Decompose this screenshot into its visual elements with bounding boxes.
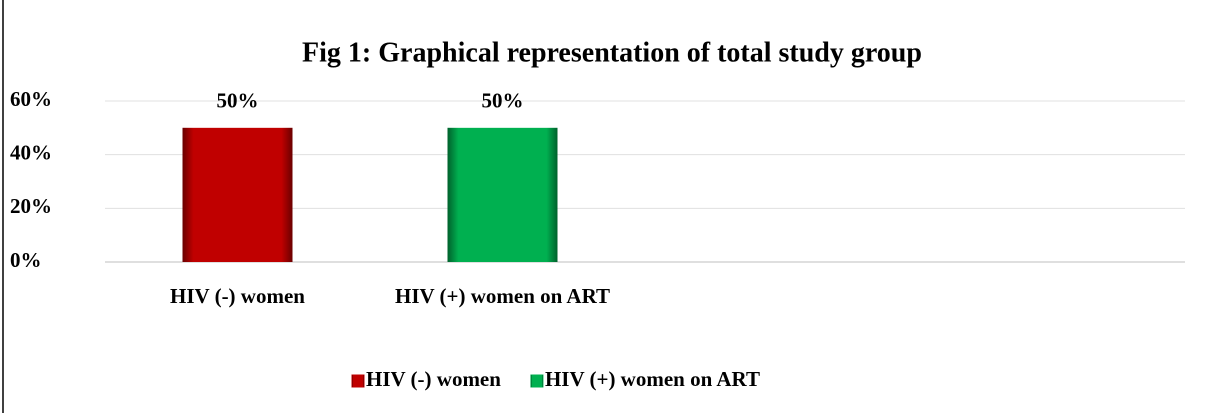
y-tick-label: 40%: [10, 140, 52, 164]
x-tick-label: HIV (+) women on ART: [395, 284, 610, 308]
data-label: 50%: [217, 89, 259, 113]
y-tick-label: 0%: [10, 248, 42, 272]
legend-swatch-shade: [530, 375, 543, 387]
legend-swatch-shade: [352, 375, 364, 387]
chart-title: Fig 1: Graphical representation of total…: [302, 37, 922, 68]
legend-label: HIV (-) women: [366, 367, 501, 391]
legend-label: HIV (+) women on ART: [545, 367, 760, 391]
data-label: 50%: [482, 89, 524, 113]
x-tick-label: HIV (-) women: [170, 284, 305, 308]
y-tick-label: 20%: [10, 194, 52, 218]
y-tick-label: 60%: [10, 87, 52, 111]
bar-shade: [447, 127, 558, 262]
bar-shade: [182, 127, 293, 262]
